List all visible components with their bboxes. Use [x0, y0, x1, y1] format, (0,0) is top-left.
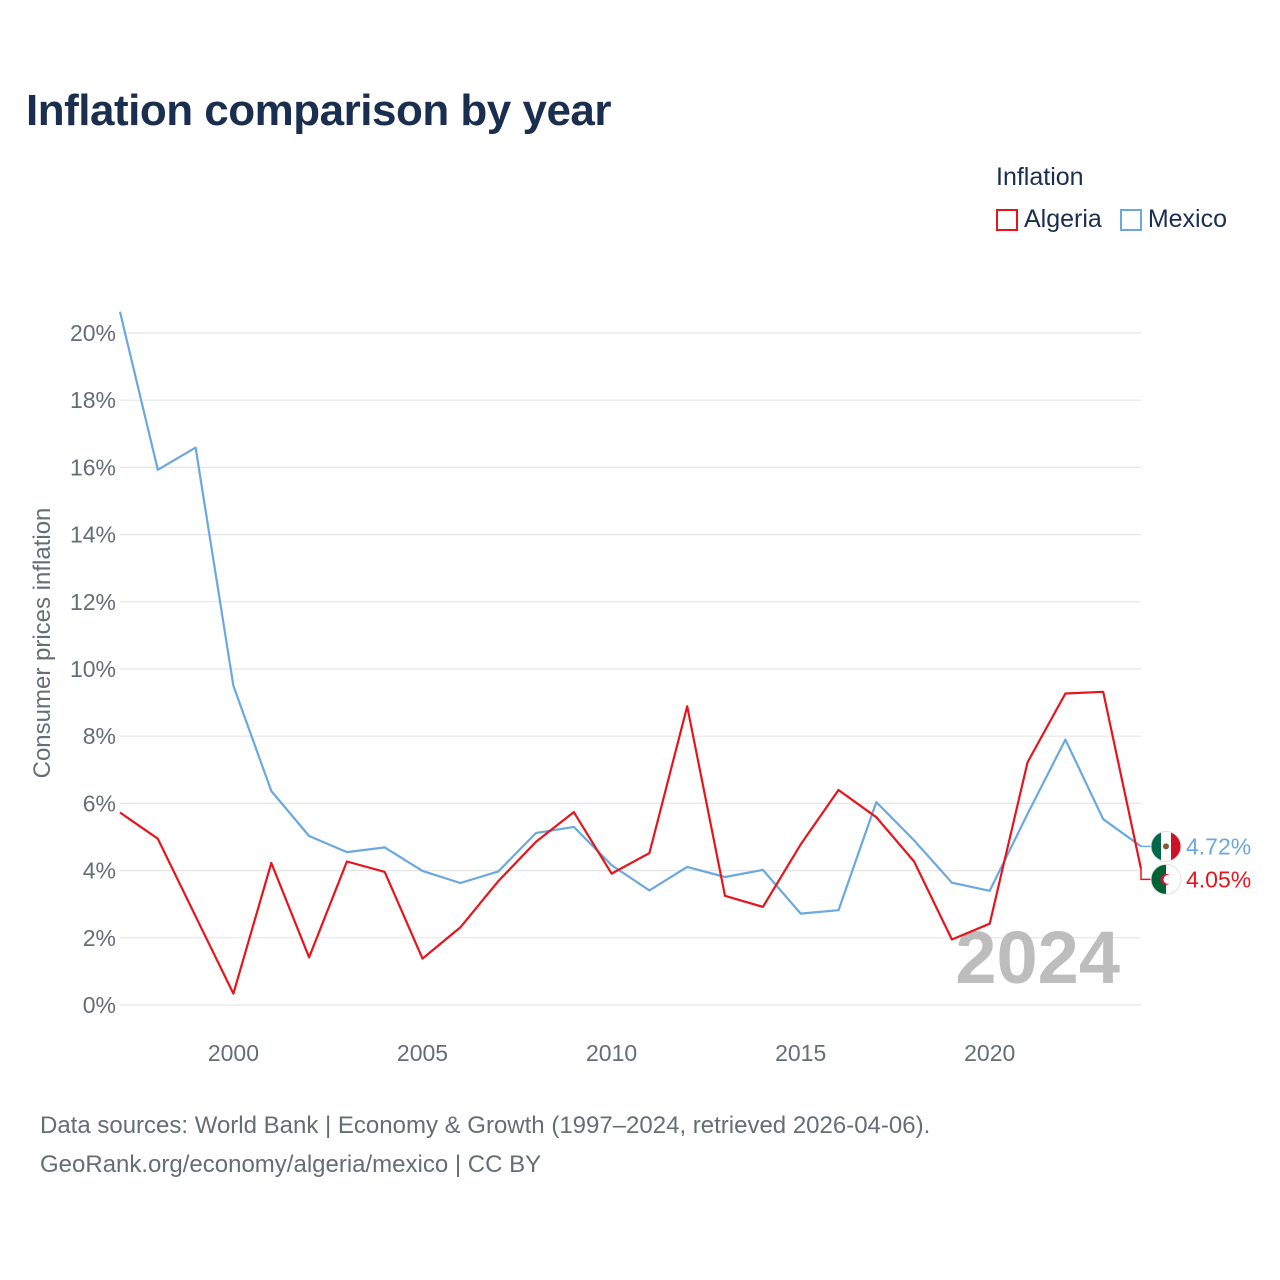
- y-tick-label: 4%: [83, 858, 116, 884]
- series-line-mexico: [118, 311, 1142, 915]
- legend-item-mexico[interactable]: Mexico: [1119, 205, 1228, 234]
- legend: Algeria Mexico: [996, 205, 1227, 234]
- end-connector-algeria: [1140, 868, 1151, 881]
- legend-swatch-algeria: [996, 208, 1018, 231]
- inflation-line-chart: 0% 2% 4% 6% 8% 10% 12% 14% 16% 18% 20% 2000 2005 201…: [29, 311, 1251, 1066]
- legend-item-algeria[interactable]: Algeria: [996, 205, 1102, 234]
- end-value-label-algeria: 4.05%: [1186, 866, 1251, 892]
- x-tick-label: 2020: [964, 1040, 1015, 1066]
- y-tick-label: 8%: [83, 723, 116, 749]
- data-source-note: Data sources: World Bank | Economy & Gro…: [40, 1112, 931, 1139]
- y-tick-label: 10%: [70, 656, 116, 682]
- legend-title: Inflation: [996, 163, 1084, 191]
- end-value-label-mexico: 4.72%: [1186, 833, 1251, 859]
- x-tick-label: 2015: [775, 1040, 826, 1066]
- footer: Data sources: World Bank | Economy & Gro…: [40, 1106, 930, 1184]
- algeria-flag-icon: [1150, 863, 1182, 895]
- y-tick-label: 14%: [70, 522, 116, 548]
- y-axis-label: Consumer prices inflation: [29, 508, 56, 779]
- y-tick-label: 18%: [70, 387, 116, 413]
- x-tick-label: 2005: [397, 1040, 448, 1066]
- legend-label-algeria: Algeria: [1024, 205, 1102, 233]
- mexico-flag-icon: [1150, 830, 1182, 862]
- y-tick-label: 20%: [70, 320, 116, 346]
- series-line-algeria: [119, 690, 1143, 995]
- year-watermark: 2024: [955, 916, 1120, 999]
- y-tick-label: 0%: [83, 992, 116, 1018]
- x-tick-label: 2010: [586, 1040, 637, 1066]
- page-title: Inflation comparison by year: [26, 86, 612, 135]
- source-url: GeoRank.org/economy/algeria/mexico | CC …: [40, 1151, 542, 1178]
- y-tick-label: 2%: [83, 925, 116, 951]
- x-tick-label: 2000: [208, 1040, 259, 1066]
- legend-label-mexico: Mexico: [1147, 205, 1228, 233]
- legend-swatch-mexico: [1119, 208, 1142, 231]
- y-tick-label: 16%: [70, 454, 116, 480]
- y-tick-label: 12%: [70, 589, 116, 615]
- y-tick-label: 6%: [83, 790, 116, 816]
